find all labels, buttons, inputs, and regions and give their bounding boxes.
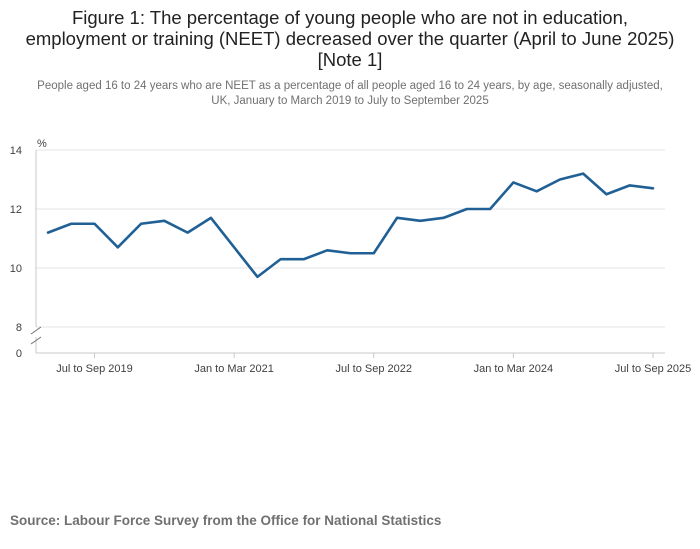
data-point[interactable]	[371, 250, 377, 256]
chart-title: Figure 1: The percentage of young people…	[25, 7, 675, 70]
data-point[interactable]	[464, 206, 470, 212]
y-axis-unit-label: %	[37, 138, 47, 150]
y-tick-label: 14	[10, 145, 22, 157]
data-point[interactable]	[557, 177, 563, 183]
data-point[interactable]	[185, 230, 191, 236]
data-point[interactable]	[394, 215, 400, 221]
axis-break-icon	[30, 326, 42, 345]
x-tick-label: Jan to Mar 2024	[474, 363, 554, 375]
x-tick-label: Jul to Sep 2025	[615, 363, 691, 375]
data-point[interactable]	[161, 218, 167, 224]
data-point[interactable]	[278, 256, 284, 262]
data-point[interactable]	[627, 182, 633, 188]
line-chart: % 14 12 10 8 0 Jul to Sep 2019 Jan to Mar 202…	[10, 138, 691, 375]
x-tick-label: Jul to Sep 2022	[336, 363, 412, 375]
x-ticks: Jul to Sep 2019 Jan to Mar 2021 Jul to Sep…	[56, 353, 691, 375]
x-tick-label: Jul to Sep 2019	[56, 363, 132, 375]
y-tick-label: 12	[10, 204, 22, 216]
data-point[interactable]	[45, 230, 51, 236]
source-note: Source: Labour Force Survey from the Off…	[10, 513, 442, 528]
data-point[interactable]	[534, 188, 540, 194]
data-point[interactable]	[348, 250, 354, 256]
data-point[interactable]	[231, 244, 237, 250]
y-tick-label: 8	[16, 322, 22, 334]
data-point[interactable]	[603, 191, 609, 197]
data-point[interactable]	[510, 179, 516, 185]
data-point[interactable]	[301, 256, 307, 262]
data-point[interactable]	[580, 171, 586, 177]
data-point[interactable]	[487, 206, 493, 212]
data-point[interactable]	[417, 218, 423, 224]
data-point[interactable]	[208, 215, 214, 221]
y-tick-label: 10	[10, 263, 22, 275]
series-line	[46, 172, 655, 279]
data-point[interactable]	[138, 221, 144, 227]
y-tick-labels: 14 12 10 8 0	[10, 145, 22, 360]
data-point[interactable]	[324, 247, 330, 253]
chart-subtitle: People aged 16 to 24 years who are NEET …	[37, 80, 663, 107]
axes: %	[30, 138, 665, 354]
x-tick-label: Jan to Mar 2021	[194, 363, 274, 375]
grid-lines	[36, 149, 665, 328]
data-point[interactable]	[115, 244, 121, 250]
data-point[interactable]	[254, 274, 260, 280]
data-point[interactable]	[68, 221, 74, 227]
data-point[interactable]	[441, 215, 447, 221]
y-tick-label: 0	[16, 348, 22, 360]
data-point[interactable]	[650, 185, 656, 191]
data-point[interactable]	[92, 221, 98, 227]
series	[45, 171, 656, 280]
